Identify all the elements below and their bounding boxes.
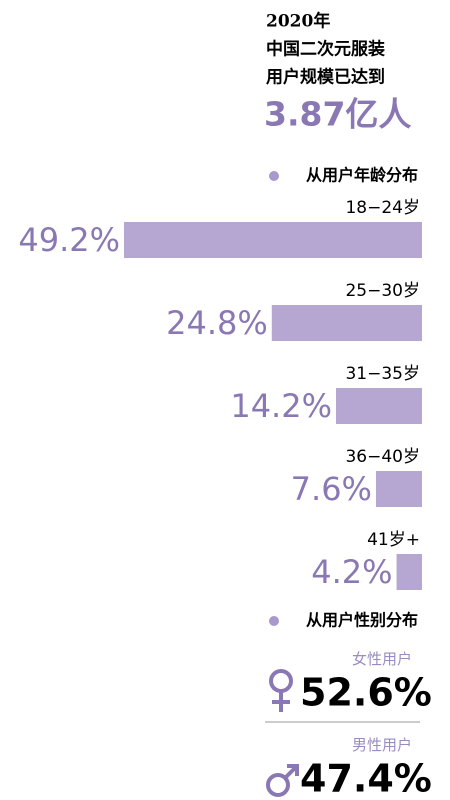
bar	[335, 388, 422, 424]
header-line: 2020年	[266, 11, 330, 32]
category-label: 36−40岁	[345, 447, 420, 467]
category-label: 18−24岁	[345, 198, 420, 218]
value-label: 14.2%	[230, 387, 332, 425]
value-label: 7.6%	[291, 470, 372, 508]
header-line: 中国二次元服装	[266, 39, 385, 60]
category-label: 41岁+	[367, 530, 420, 550]
bar	[396, 554, 422, 590]
category-label: 25−30岁	[345, 281, 420, 301]
gender-share: 47.4%	[300, 757, 432, 800]
value-label: 49.2%	[18, 221, 120, 259]
category-label: 31−35岁	[345, 364, 420, 384]
bullet	[269, 616, 279, 626]
gender-share: 52.6%	[300, 671, 432, 715]
bar	[375, 471, 422, 507]
value-label: 24.8%	[166, 304, 268, 342]
section-title: 从用户年龄分布	[306, 166, 418, 185]
section-title: 从用户性别分布	[306, 611, 418, 630]
headline: 3.87亿人	[264, 95, 411, 134]
male-icon	[266, 764, 299, 797]
value-label: 4.2%	[311, 553, 392, 591]
bar	[271, 305, 422, 341]
header-line: 用户规模已达到	[266, 67, 385, 88]
bullet	[269, 171, 279, 181]
gender-name: 男性用户	[352, 736, 412, 754]
gender-name: 女性用户	[352, 650, 412, 668]
bar	[124, 222, 422, 258]
female-icon	[269, 669, 293, 712]
